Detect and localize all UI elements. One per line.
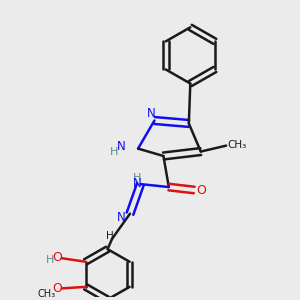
- Text: H: H: [106, 231, 114, 241]
- Text: N: N: [117, 211, 125, 224]
- Text: CH₃: CH₃: [37, 289, 55, 299]
- Text: O: O: [52, 250, 62, 263]
- Text: N: N: [133, 177, 142, 190]
- Text: N: N: [146, 106, 155, 120]
- Text: H: H: [110, 147, 118, 157]
- Text: H: H: [133, 172, 142, 183]
- Text: O: O: [52, 282, 62, 295]
- Text: O: O: [197, 184, 207, 196]
- Text: N: N: [117, 140, 126, 153]
- Text: H: H: [46, 255, 54, 265]
- Text: CH₃: CH₃: [228, 140, 247, 150]
